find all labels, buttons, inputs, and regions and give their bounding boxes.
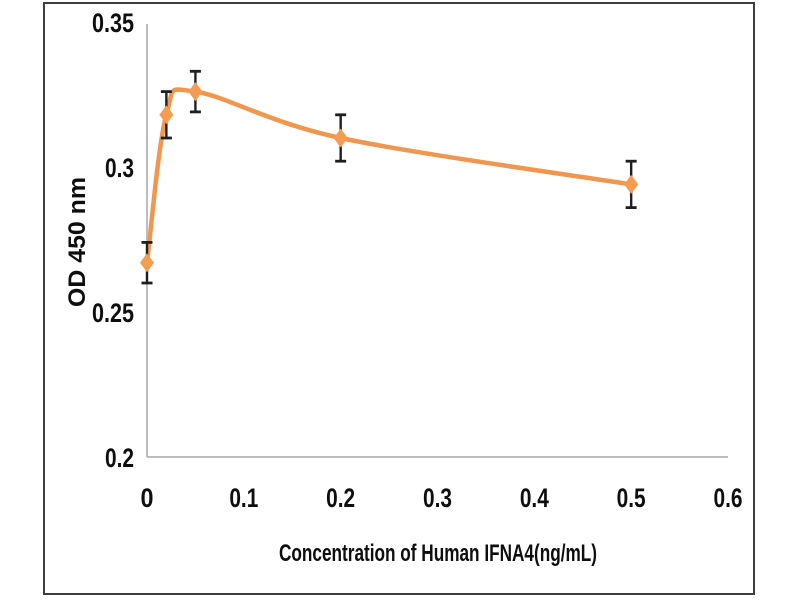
- y-tick-label: 0.2: [105, 443, 134, 473]
- x-tick-label: 0.3: [423, 483, 452, 513]
- y-tick-label: 0.25: [92, 298, 134, 328]
- x-tick-label: 0.1: [229, 483, 258, 513]
- x-tick-label: 0.2: [326, 483, 355, 513]
- tick-labels: 0.350.30.250.20 0.1 0.2 0.3 0.4 0.5 0.6: [92, 8, 743, 513]
- series-line: [144, 87, 634, 265]
- x-tick-label: 0.5: [617, 483, 646, 513]
- y-tick-label: 0.3: [105, 153, 134, 183]
- data-point-marker: [188, 82, 203, 102]
- chart-frame: [43, 2, 755, 595]
- axes: [146, 24, 728, 458]
- x-tick-label: 0.6: [714, 483, 743, 513]
- y-tick-label: 0.35: [92, 8, 134, 38]
- data-point-marker: [333, 128, 348, 148]
- plot-series: [140, 69, 639, 285]
- x-axis-title: Concentration of Human IFNA4(ng/mL): [279, 540, 597, 567]
- data-point-marker: [159, 105, 174, 125]
- y-axis-title: OD 450 nm: [64, 177, 91, 307]
- data-point-marker: [624, 174, 639, 194]
- x-tick-label: 0: [141, 483, 154, 513]
- data-point-marker: [140, 253, 154, 273]
- x-tick-label: 0.4: [520, 483, 549, 513]
